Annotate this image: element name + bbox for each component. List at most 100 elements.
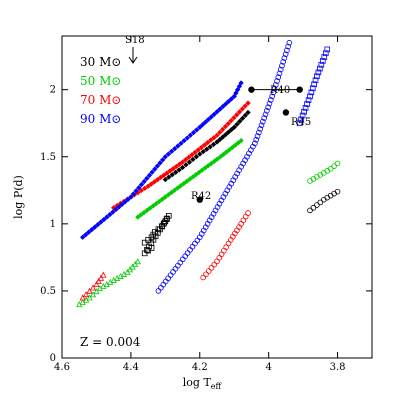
data-point bbox=[277, 66, 284, 73]
data-point bbox=[178, 140, 184, 147]
data-point bbox=[183, 162, 189, 168]
data-point bbox=[151, 179, 158, 185]
r42-label: R42 bbox=[191, 191, 211, 202]
data-point bbox=[211, 261, 218, 268]
data-point bbox=[264, 108, 270, 114]
data-point bbox=[186, 159, 193, 165]
data-point bbox=[194, 237, 201, 244]
data-point bbox=[177, 259, 184, 266]
data-point bbox=[258, 122, 265, 129]
data-point bbox=[279, 62, 285, 69]
data-point bbox=[200, 148, 206, 155]
data-point bbox=[232, 142, 238, 149]
data-point bbox=[171, 187, 178, 194]
y-tick-label: 1 bbox=[50, 219, 56, 230]
r45-label: R45 bbox=[291, 117, 311, 128]
observation-point bbox=[248, 86, 255, 93]
data-point bbox=[85, 229, 92, 235]
data-point bbox=[172, 169, 179, 176]
legend-90: 90 M⊙ bbox=[80, 112, 121, 126]
observation-point bbox=[296, 86, 303, 93]
data-point bbox=[179, 159, 186, 165]
data-point bbox=[167, 168, 173, 174]
s18-arrow-head bbox=[128, 56, 138, 64]
data-point bbox=[113, 206, 119, 213]
data-point bbox=[265, 104, 271, 111]
data-point bbox=[210, 141, 217, 148]
data-point bbox=[179, 164, 186, 171]
x-tick-label: 4.6 bbox=[54, 362, 70, 373]
data-point bbox=[302, 105, 309, 111]
y-tick-label: 2 bbox=[50, 85, 56, 96]
axis-ticks: 4.6 4.4 4.2 4 3.8 0 0.5 1 1.5 2 bbox=[40, 36, 372, 373]
data-point bbox=[196, 169, 202, 176]
y-tick-label: 0 bbox=[50, 353, 56, 364]
data-point bbox=[110, 209, 116, 215]
data-point bbox=[138, 181, 145, 188]
data-point bbox=[79, 294, 86, 301]
data-point bbox=[222, 123, 229, 130]
data-point bbox=[100, 271, 107, 278]
data-point bbox=[242, 213, 249, 220]
data-point bbox=[214, 109, 220, 115]
data-point bbox=[182, 156, 189, 163]
observation-point bbox=[282, 109, 290, 116]
data-point bbox=[301, 108, 307, 115]
data-point bbox=[138, 212, 144, 218]
data-point bbox=[231, 114, 237, 121]
data-point bbox=[225, 240, 232, 247]
data-point bbox=[165, 151, 172, 157]
data-point bbox=[162, 194, 169, 200]
data-point bbox=[245, 100, 251, 106]
data-point bbox=[193, 153, 200, 160]
data-point bbox=[217, 136, 223, 143]
data-point bbox=[175, 143, 181, 149]
data-point bbox=[167, 272, 174, 278]
data-point bbox=[214, 139, 220, 145]
data-point bbox=[201, 142, 208, 148]
data-point bbox=[95, 277, 102, 284]
data-point bbox=[207, 144, 213, 150]
data-point bbox=[200, 274, 207, 281]
data-point bbox=[275, 74, 282, 81]
data-point bbox=[257, 126, 263, 132]
data-point bbox=[184, 135, 191, 141]
data-point bbox=[171, 145, 178, 152]
data-point bbox=[308, 89, 315, 96]
data-point bbox=[193, 171, 199, 178]
data-point bbox=[217, 106, 223, 112]
data-point bbox=[218, 251, 225, 258]
data-point bbox=[82, 231, 89, 238]
data-point bbox=[238, 137, 244, 144]
data-point bbox=[170, 269, 176, 275]
data-point bbox=[187, 132, 194, 139]
data-point bbox=[181, 137, 187, 144]
data-point bbox=[205, 162, 211, 169]
x-axis-title: log Teff bbox=[183, 376, 223, 391]
data-point bbox=[274, 78, 280, 84]
data-point bbox=[197, 151, 203, 157]
y-axis-title: log P(d) bbox=[12, 175, 25, 219]
data-point bbox=[222, 131, 229, 138]
data-point bbox=[261, 115, 267, 121]
data-point bbox=[334, 188, 341, 195]
data-point bbox=[286, 39, 293, 46]
data-point bbox=[322, 50, 329, 57]
data-point bbox=[145, 183, 151, 190]
data-point bbox=[221, 247, 227, 254]
data-point bbox=[236, 109, 243, 115]
legend-30: 30 M⊙ bbox=[80, 55, 121, 69]
data-point bbox=[141, 185, 148, 192]
data-point bbox=[190, 174, 196, 180]
data-point bbox=[334, 160, 341, 167]
data-point bbox=[89, 291, 97, 298]
data-point bbox=[89, 284, 97, 291]
data-point bbox=[281, 55, 288, 61]
data-point bbox=[199, 167, 205, 173]
data-point bbox=[83, 290, 90, 298]
data-point bbox=[187, 247, 193, 253]
data-point bbox=[166, 174, 172, 180]
data-point bbox=[211, 134, 217, 141]
data-point bbox=[254, 133, 261, 139]
